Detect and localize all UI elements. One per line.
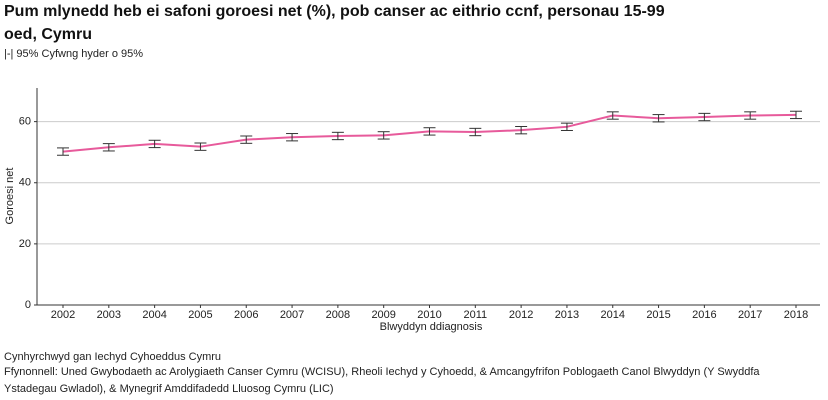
x-tick-label: 2013 xyxy=(555,309,579,321)
error-bar xyxy=(194,142,207,151)
chart-title: oed, Cymru xyxy=(4,26,92,43)
x-axis-label: Blwyddyn ddiagnosis xyxy=(380,321,483,333)
x-tick-label: 2009 xyxy=(371,309,395,321)
y-axis-label: Goroesi net xyxy=(4,168,16,225)
x-tick-label: 2018 xyxy=(784,309,808,321)
error-bar xyxy=(148,139,161,149)
error-bar xyxy=(377,131,390,140)
x-tick-label: 2002 xyxy=(51,309,75,321)
x-tick-label: 2006 xyxy=(234,309,258,321)
error-bar xyxy=(606,111,619,120)
error-bar xyxy=(698,112,711,122)
x-tick-label: 2015 xyxy=(646,309,670,321)
x-tick-label: 2004 xyxy=(142,309,166,321)
error-bar xyxy=(744,111,757,120)
y-tick-label: 20 xyxy=(19,238,31,250)
footer: Ffynonnell: Uned Gwybodaeth ac Arolygiae… xyxy=(4,366,760,378)
subtitle: |-| 95% Cyfwng hyder o 95% xyxy=(4,48,143,60)
error-bar xyxy=(331,131,344,141)
error-bar xyxy=(790,110,802,120)
x-tick-label: 2014 xyxy=(601,309,625,321)
error-bar xyxy=(515,126,528,135)
x-tick-label: 2010 xyxy=(417,309,441,321)
error-bar xyxy=(652,114,665,123)
y-tick-label: 40 xyxy=(19,177,31,189)
x-tick-label: 2007 xyxy=(280,309,304,321)
error-bar xyxy=(57,147,69,156)
x-tick-label: 2008 xyxy=(326,309,350,321)
error-bar xyxy=(560,122,573,131)
x-tick-label: 2012 xyxy=(509,309,533,321)
error-bar xyxy=(240,135,253,144)
x-tick-label: 2005 xyxy=(188,309,212,321)
y-tick-label: 0 xyxy=(25,299,31,311)
chart-title: Pum mlynedd heb ei safoni goroesi net (%… xyxy=(4,3,665,20)
x-tick-label: 2011 xyxy=(463,309,487,321)
error-bar xyxy=(102,143,115,152)
error-bar xyxy=(286,133,299,142)
footer: Cynhyrchwyd gan Iechyd Cyhoeddus Cymru xyxy=(4,351,221,363)
x-tick-label: 2003 xyxy=(97,309,121,321)
error-bar xyxy=(423,127,436,136)
x-tick-label: 2017 xyxy=(738,309,762,321)
error-bar xyxy=(469,127,482,137)
y-tick-label: 60 xyxy=(19,116,31,128)
footer: Ystadegau Gwladol), & Mynegrif Amddifade… xyxy=(4,383,334,395)
x-tick-label: 2016 xyxy=(692,309,716,321)
